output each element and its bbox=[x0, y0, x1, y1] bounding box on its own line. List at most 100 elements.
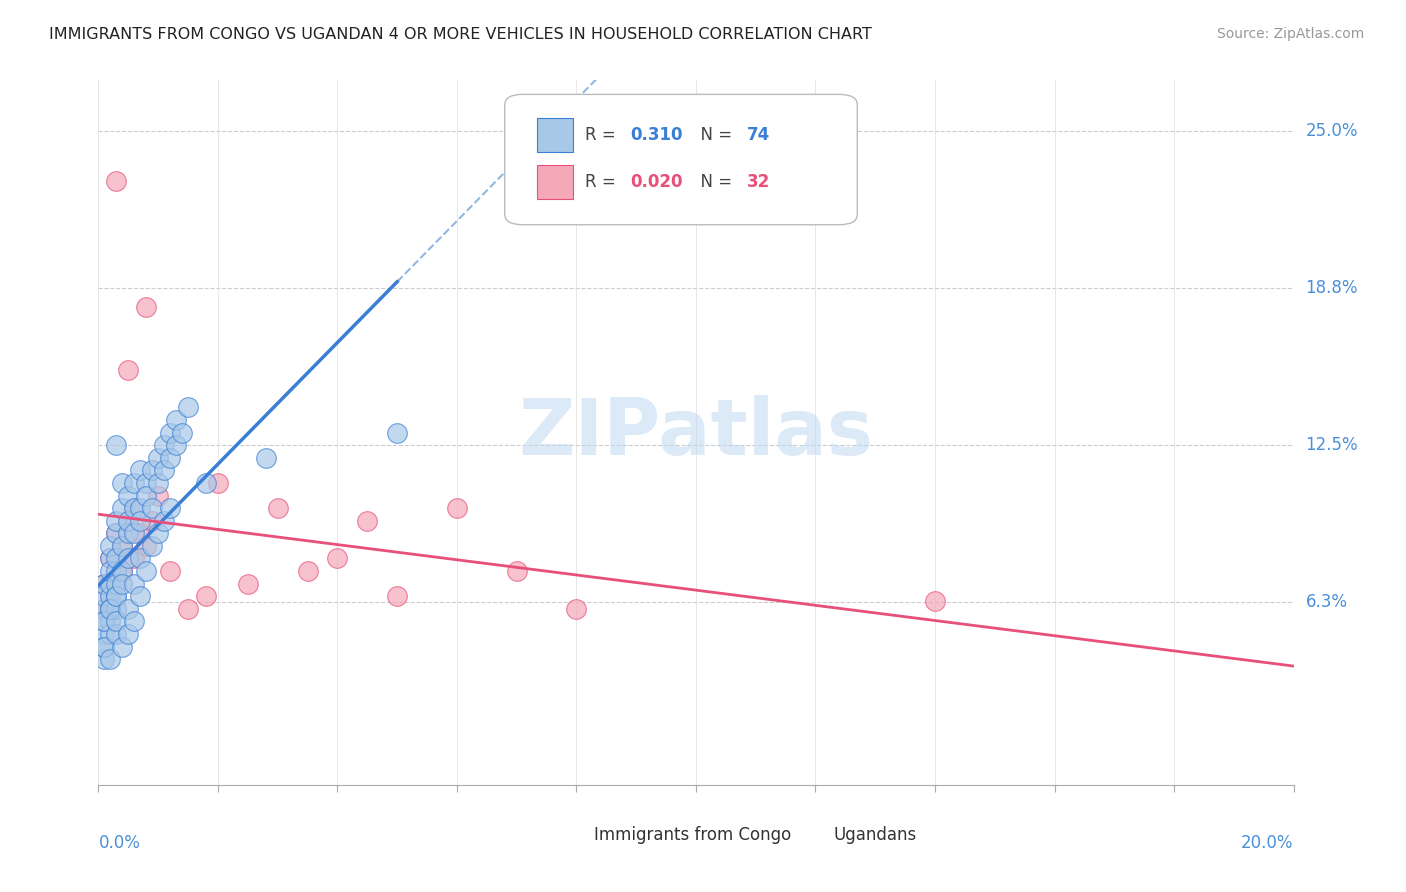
Point bbox=[117, 489, 139, 503]
Text: 0.0%: 0.0% bbox=[98, 834, 141, 852]
Point bbox=[267, 501, 290, 516]
Point bbox=[254, 450, 277, 465]
Text: R =: R = bbox=[585, 173, 621, 191]
Point bbox=[446, 501, 468, 516]
Point bbox=[129, 526, 152, 541]
FancyBboxPatch shape bbox=[792, 822, 825, 848]
Point bbox=[111, 539, 134, 553]
Point bbox=[326, 551, 349, 566]
Point bbox=[105, 174, 128, 188]
Point bbox=[924, 594, 946, 608]
Point bbox=[117, 627, 139, 641]
Point bbox=[98, 627, 122, 641]
Point bbox=[105, 615, 128, 629]
Point bbox=[129, 589, 152, 603]
Point bbox=[93, 640, 115, 654]
Point bbox=[165, 438, 187, 452]
Point bbox=[93, 615, 115, 629]
Text: Source: ZipAtlas.com: Source: ZipAtlas.com bbox=[1216, 27, 1364, 41]
Point bbox=[135, 300, 157, 314]
Point bbox=[141, 501, 163, 516]
Point bbox=[129, 551, 152, 566]
FancyBboxPatch shape bbox=[537, 119, 572, 153]
Point bbox=[105, 589, 128, 603]
Point bbox=[98, 551, 122, 566]
Point bbox=[93, 627, 115, 641]
Point bbox=[105, 601, 128, 615]
Point bbox=[111, 576, 134, 591]
Point bbox=[93, 615, 115, 629]
Point bbox=[111, 564, 134, 578]
Point bbox=[93, 576, 115, 591]
Point bbox=[98, 589, 122, 603]
Point bbox=[124, 526, 146, 541]
Text: 12.5%: 12.5% bbox=[1306, 436, 1358, 454]
Text: N =: N = bbox=[690, 173, 737, 191]
Point bbox=[506, 564, 529, 578]
Text: 18.8%: 18.8% bbox=[1306, 279, 1358, 297]
Point bbox=[297, 564, 319, 578]
Point bbox=[105, 514, 128, 528]
Point bbox=[124, 501, 146, 516]
Point bbox=[105, 576, 128, 591]
Point bbox=[135, 564, 157, 578]
Point bbox=[177, 601, 200, 615]
Point bbox=[98, 564, 122, 578]
Point bbox=[117, 514, 139, 528]
Point bbox=[93, 601, 115, 615]
Point bbox=[153, 438, 176, 452]
Text: ZIPatlas: ZIPatlas bbox=[519, 394, 873, 471]
Point bbox=[93, 589, 115, 603]
FancyBboxPatch shape bbox=[505, 95, 858, 225]
Point bbox=[135, 539, 157, 553]
Point bbox=[111, 564, 134, 578]
Text: 0.020: 0.020 bbox=[630, 173, 683, 191]
Point bbox=[98, 601, 122, 615]
Point bbox=[117, 601, 139, 615]
Point bbox=[105, 526, 128, 541]
Text: 6.3%: 6.3% bbox=[1306, 593, 1347, 612]
Point bbox=[148, 450, 170, 465]
Point bbox=[135, 489, 157, 503]
Text: 74: 74 bbox=[748, 127, 770, 145]
Point bbox=[117, 526, 139, 541]
Point bbox=[105, 438, 128, 452]
Point bbox=[98, 576, 122, 591]
Point bbox=[135, 475, 157, 490]
Text: Ugandans: Ugandans bbox=[834, 826, 917, 844]
Point bbox=[98, 652, 122, 666]
FancyBboxPatch shape bbox=[537, 165, 572, 199]
Point bbox=[172, 425, 194, 440]
Point bbox=[124, 501, 146, 516]
Point bbox=[105, 564, 128, 578]
Point bbox=[105, 589, 128, 603]
FancyBboxPatch shape bbox=[553, 822, 586, 848]
Text: R =: R = bbox=[585, 127, 621, 145]
Text: 20.0%: 20.0% bbox=[1241, 834, 1294, 852]
Text: 25.0%: 25.0% bbox=[1306, 121, 1358, 140]
Point bbox=[93, 601, 115, 615]
Text: 32: 32 bbox=[748, 173, 770, 191]
Point bbox=[124, 551, 146, 566]
Point bbox=[111, 475, 134, 490]
Point bbox=[159, 564, 181, 578]
Point bbox=[98, 589, 122, 603]
Point bbox=[148, 526, 170, 541]
Point bbox=[124, 615, 146, 629]
Point bbox=[129, 463, 152, 477]
Point bbox=[236, 576, 259, 591]
Point bbox=[356, 514, 378, 528]
Point bbox=[195, 589, 218, 603]
Point bbox=[105, 627, 128, 641]
Point bbox=[159, 450, 181, 465]
Point bbox=[117, 551, 139, 566]
Point bbox=[124, 475, 146, 490]
Point bbox=[195, 475, 218, 490]
Point bbox=[159, 425, 181, 440]
Point bbox=[98, 615, 122, 629]
Point bbox=[105, 576, 128, 591]
Text: 0.310: 0.310 bbox=[630, 127, 683, 145]
Point bbox=[93, 640, 115, 654]
Point bbox=[565, 601, 588, 615]
Point bbox=[111, 640, 134, 654]
